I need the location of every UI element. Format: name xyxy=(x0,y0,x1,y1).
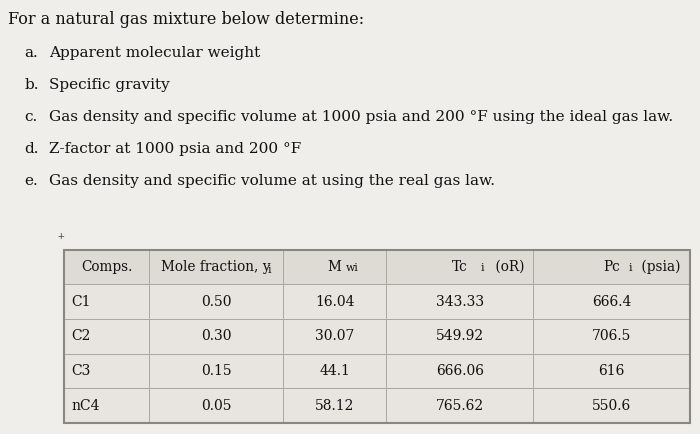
Text: 16.04: 16.04 xyxy=(315,295,354,309)
Text: Z-factor at 1000 psia and 200 °F: Z-factor at 1000 psia and 200 °F xyxy=(49,142,301,156)
Bar xyxy=(386,388,533,423)
Text: e.: e. xyxy=(25,174,38,188)
Bar xyxy=(533,354,690,388)
Bar xyxy=(284,319,386,354)
Bar xyxy=(149,284,284,319)
Text: 0.50: 0.50 xyxy=(201,295,231,309)
Text: (psia): (psia) xyxy=(637,260,681,274)
Text: 706.5: 706.5 xyxy=(592,329,631,343)
Text: i: i xyxy=(267,265,271,276)
Text: M: M xyxy=(328,260,342,274)
Text: 0.15: 0.15 xyxy=(201,364,231,378)
Text: 549.92: 549.92 xyxy=(435,329,484,343)
Bar xyxy=(284,388,386,423)
Bar xyxy=(149,354,284,388)
Text: 765.62: 765.62 xyxy=(435,399,484,413)
Text: b.: b. xyxy=(25,78,39,92)
Bar xyxy=(533,250,690,284)
Text: Pc: Pc xyxy=(603,260,620,274)
Text: 343.33: 343.33 xyxy=(435,295,484,309)
Text: Tc: Tc xyxy=(452,260,468,274)
Bar xyxy=(149,319,284,354)
Text: i: i xyxy=(481,263,484,273)
Text: 666.06: 666.06 xyxy=(436,364,484,378)
Bar xyxy=(64,319,149,354)
Bar xyxy=(149,388,284,423)
Bar xyxy=(533,284,690,319)
Text: Gas density and specific volume at 1000 psia and 200 °F using the ideal gas law.: Gas density and specific volume at 1000 … xyxy=(49,110,673,124)
Text: 550.6: 550.6 xyxy=(592,399,631,413)
Text: nC4: nC4 xyxy=(71,399,100,413)
Text: Mole fraction, y: Mole fraction, y xyxy=(161,260,271,274)
Text: 58.12: 58.12 xyxy=(315,399,354,413)
Bar xyxy=(64,250,149,284)
Text: d.: d. xyxy=(25,142,39,156)
Text: 0.05: 0.05 xyxy=(201,399,231,413)
Text: C3: C3 xyxy=(71,364,91,378)
Text: Gas density and specific volume at using the real gas law.: Gas density and specific volume at using… xyxy=(49,174,495,188)
Text: 616: 616 xyxy=(598,364,624,378)
Text: C1: C1 xyxy=(71,295,91,309)
Text: i: i xyxy=(629,263,632,273)
Bar xyxy=(386,250,533,284)
Text: c.: c. xyxy=(25,110,38,124)
Text: wi: wi xyxy=(346,263,358,273)
Bar xyxy=(64,388,149,423)
Bar xyxy=(64,250,690,423)
Bar xyxy=(386,319,533,354)
Text: C2: C2 xyxy=(71,329,91,343)
Bar xyxy=(149,250,284,284)
Text: 30.07: 30.07 xyxy=(315,329,354,343)
Text: For a natural gas mixture below determine:: For a natural gas mixture below determin… xyxy=(8,11,365,28)
Text: +: + xyxy=(57,231,64,241)
Bar xyxy=(386,354,533,388)
Bar xyxy=(284,354,386,388)
Bar xyxy=(64,284,149,319)
Text: Apparent molecular weight: Apparent molecular weight xyxy=(49,46,260,59)
Text: (oR): (oR) xyxy=(491,260,525,274)
Bar xyxy=(284,250,386,284)
Bar xyxy=(64,354,149,388)
Text: Comps.: Comps. xyxy=(81,260,132,274)
Bar xyxy=(533,319,690,354)
Bar xyxy=(533,388,690,423)
Text: 0.30: 0.30 xyxy=(201,329,231,343)
Text: 666.4: 666.4 xyxy=(592,295,631,309)
Bar xyxy=(386,284,533,319)
Text: a.: a. xyxy=(25,46,38,59)
Bar xyxy=(284,284,386,319)
Text: Specific gravity: Specific gravity xyxy=(49,78,169,92)
Text: 44.1: 44.1 xyxy=(319,364,350,378)
